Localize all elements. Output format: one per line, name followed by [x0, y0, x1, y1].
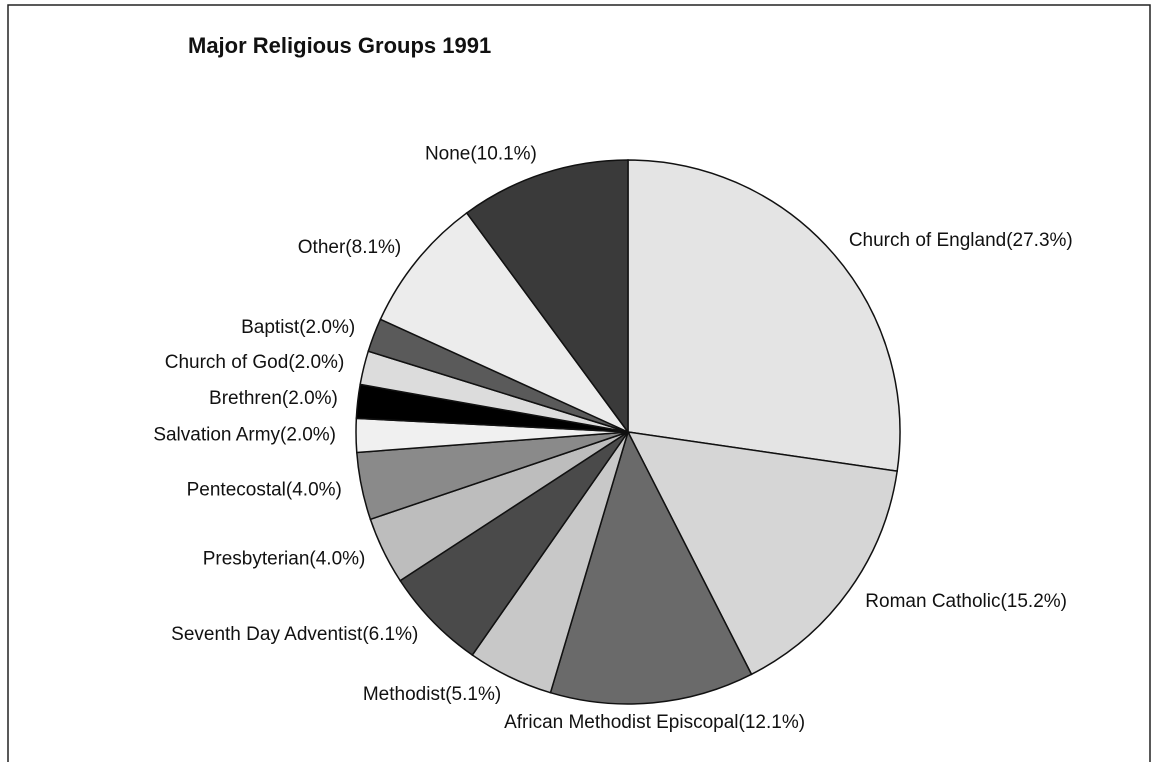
category-name: Seventh Day Adventist: [171, 624, 363, 645]
value-label: (5.1%): [445, 684, 501, 705]
slice-label: None(10.1%): [425, 144, 537, 165]
category-name: Salvation Army: [153, 425, 280, 446]
category-name: None: [425, 144, 470, 165]
chart-title: Major Religious Groups 1991: [188, 33, 491, 58]
value-label: (2.0%): [288, 352, 344, 373]
category-name: Methodist: [363, 684, 446, 705]
frame: [7, 4, 1151, 762]
slice-label: Church of England(27.3%): [849, 230, 1073, 251]
value-label: (15.2%): [1000, 591, 1067, 612]
value-label: (12.1%): [739, 712, 806, 733]
category-name: Other: [298, 237, 346, 258]
category-name: Baptist: [241, 317, 300, 338]
category-name: Church of God: [165, 352, 289, 373]
slice-label: Roman Catholic(15.2%): [865, 591, 1067, 612]
slice-label: African Methodist Episcopal(12.1%): [504, 712, 805, 733]
category-name: Pentecostal: [187, 479, 286, 500]
value-label: (4.0%): [309, 549, 365, 570]
value-label: (8.1%): [345, 237, 401, 258]
pie-slice: [465, 159, 629, 435]
category-name: Church of England: [849, 230, 1006, 251]
slice-label: Presbyterian(4.0%): [203, 549, 366, 570]
slice-label: Church of God(2.0%): [165, 352, 345, 373]
pie-slice: [549, 429, 753, 705]
value-label: (27.3%): [1006, 230, 1073, 251]
slice-label: Baptist(2.0%): [241, 317, 355, 338]
slice-label: Pentecostal(4.0%): [187, 479, 342, 500]
value-label: (6.1%): [362, 624, 418, 645]
slice-label: Brethren(2.0%): [209, 388, 338, 409]
pie-slice: [379, 211, 631, 434]
value-label: (2.0%): [282, 388, 338, 409]
pie-slice: [626, 431, 899, 676]
slice-label: Methodist(5.1%): [363, 684, 501, 705]
value-label: (10.1%): [470, 144, 537, 165]
pie-slice: [627, 159, 901, 473]
category-name: Presbyterian: [203, 549, 310, 570]
value-label: (2.0%): [280, 425, 336, 446]
slice-label: Seventh Day Adventist(6.1%): [171, 624, 418, 645]
category-name: Brethren: [209, 388, 282, 409]
category-name: African Methodist Episcopal: [504, 712, 738, 733]
slice-label: Other(8.1%): [298, 237, 402, 258]
category-name: Roman Catholic: [865, 591, 1000, 612]
value-label: (2.0%): [299, 317, 355, 338]
value-label: (4.0%): [286, 479, 342, 500]
slice-label: Salvation Army(2.0%): [153, 425, 336, 446]
